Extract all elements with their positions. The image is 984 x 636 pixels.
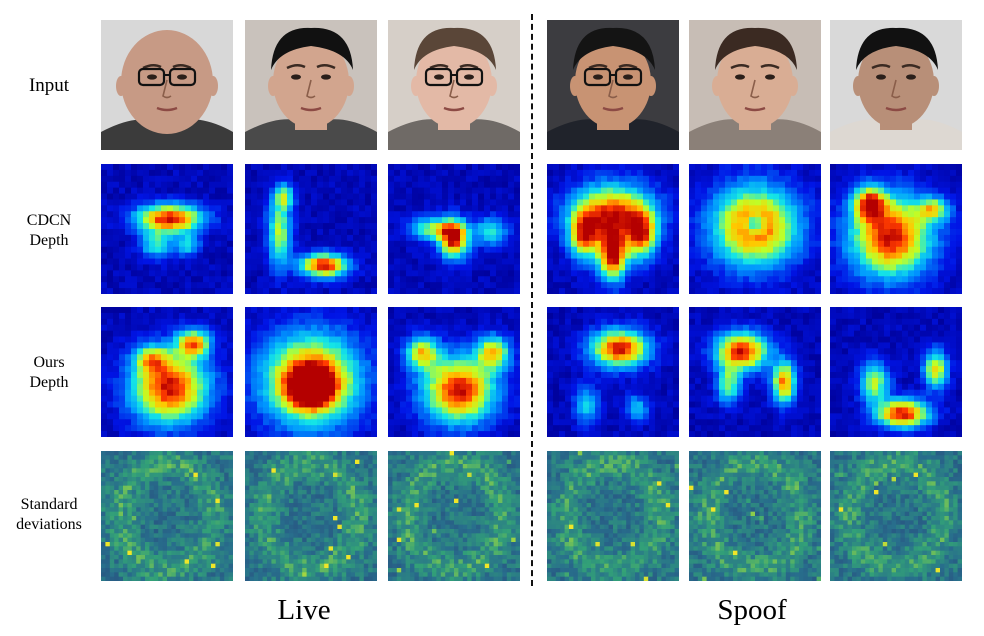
std-deviation-map-3 bbox=[388, 451, 520, 581]
cdcn-depth-map-6 bbox=[830, 164, 962, 294]
ours-depth-map-1 bbox=[101, 307, 233, 437]
input-face-live-1 bbox=[101, 20, 233, 150]
cdcn-depth-map-1 bbox=[101, 164, 233, 294]
cdcn-depth-map-2 bbox=[245, 164, 377, 294]
input-face-spoof-1 bbox=[547, 20, 679, 150]
row-label-ours-line1: Ours bbox=[33, 354, 65, 371]
ours-depth-map-6 bbox=[830, 307, 962, 437]
std-deviation-map-4 bbox=[547, 451, 679, 581]
cdcn-depth-map-3 bbox=[388, 164, 520, 294]
ours-depth-map-4 bbox=[547, 307, 679, 437]
ours-depth-map-5 bbox=[689, 307, 821, 437]
row-label-cdcn-line2: Depth bbox=[29, 232, 69, 249]
input-face-live-2 bbox=[245, 20, 377, 150]
ours-depth-map-2 bbox=[245, 307, 377, 437]
row-label-input-line1: Input bbox=[28, 75, 70, 96]
cdcn-depth-map-5 bbox=[689, 164, 821, 294]
row-label-std-line2: deviations bbox=[16, 516, 82, 533]
std-deviation-map-1 bbox=[101, 451, 233, 581]
cdcn-depth-map-4 bbox=[547, 164, 679, 294]
live-spoof-divider bbox=[531, 14, 533, 586]
std-deviation-map-2 bbox=[245, 451, 377, 581]
row-label-cdcn-depth: CDCN Depth bbox=[0, 206, 98, 256]
group-label-live: Live bbox=[277, 594, 331, 626]
row-label-input: Input bbox=[0, 66, 98, 106]
row-label-ours-line2: Depth bbox=[29, 374, 69, 391]
input-face-live-3 bbox=[388, 20, 520, 150]
row-label-std-line1: Standard bbox=[20, 496, 78, 513]
std-deviation-map-6 bbox=[830, 451, 962, 581]
input-face-spoof-3 bbox=[830, 20, 962, 150]
input-face-spoof-2 bbox=[689, 20, 821, 150]
row-label-ours-depth: Ours Depth bbox=[0, 348, 98, 398]
std-deviation-map-5 bbox=[689, 451, 821, 581]
ours-depth-map-3 bbox=[388, 307, 520, 437]
row-label-standard-deviations: Standard deviations bbox=[0, 490, 98, 540]
group-label-spoof: Spoof bbox=[717, 594, 787, 626]
row-label-cdcn-line1: CDCN bbox=[26, 212, 72, 229]
